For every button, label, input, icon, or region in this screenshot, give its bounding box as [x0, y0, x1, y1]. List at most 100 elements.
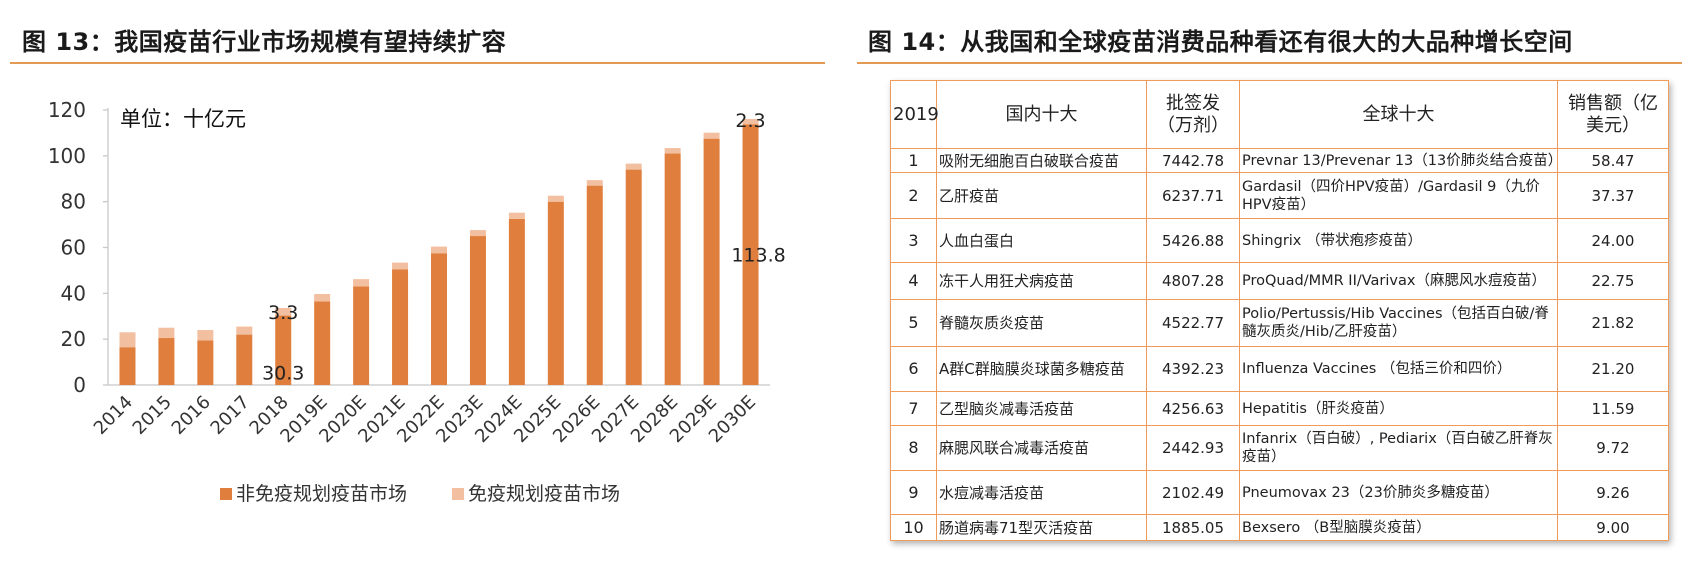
- y-tick-label: 100: [48, 144, 86, 168]
- bar-non-planned: [236, 334, 253, 385]
- x-tick-label: 2017: [207, 392, 254, 439]
- row-global-vaccine: Influenza Vaccines （包括三价和四价）: [1239, 346, 1558, 392]
- y-tick-label: 40: [61, 281, 86, 305]
- y-tick-label: 80: [61, 190, 86, 214]
- bar-non-planned: [158, 338, 175, 385]
- header-batch-release: 批签发（万剂）: [1146, 80, 1240, 149]
- bar-non-planned: [586, 185, 603, 385]
- bar-planned: [314, 294, 331, 302]
- x-tick-label: 2014: [90, 392, 137, 439]
- row-global-vaccine: ProQuad/MMR II/Varivax（麻腮风水痘疫苗）: [1239, 262, 1558, 300]
- row-sales: 9.26: [1557, 470, 1669, 515]
- bar-planned: [586, 180, 603, 186]
- x-tick-label: 2016: [168, 392, 215, 439]
- row-rank: 9: [890, 470, 937, 515]
- row-global-vaccine: Shingrix （带状疱疹疫苗）: [1239, 218, 1558, 263]
- y-tick-label: 60: [61, 236, 86, 260]
- y-tick-label: 0: [73, 373, 86, 397]
- title-divider-right: [857, 62, 1682, 64]
- legend-swatch-planned: [452, 488, 464, 500]
- y-tick-label: 20: [61, 327, 86, 351]
- unit-label: 单位：十亿元: [120, 107, 246, 131]
- data-label: 113.8: [731, 245, 785, 267]
- row-domestic-vaccine: 乙型脑炎减毒活疫苗: [936, 391, 1147, 426]
- row-rank: 10: [890, 514, 937, 541]
- bar-non-planned: [703, 138, 720, 385]
- bar-planned: [742, 118, 759, 125]
- row-sales: 37.37: [1557, 172, 1669, 219]
- bar-planned: [392, 262, 409, 270]
- table-row: 9 水痘减毒活疫苗 2102.49 Pneumovax 23（23价肺炎多糖疫苗） 9.…: [890, 470, 1669, 515]
- bar-planned: [508, 212, 525, 219]
- row-batch-release: 5426.88: [1146, 218, 1240, 263]
- row-batch-release: 6237.71: [1146, 172, 1240, 219]
- bar-non-planned: [625, 169, 642, 385]
- row-rank: 7: [890, 391, 937, 426]
- bar-planned: [197, 330, 214, 341]
- row-sales: 21.82: [1557, 299, 1669, 347]
- row-global-vaccine: Prevnar 13/Prevenar 13（13价肺炎结合疫苗）: [1239, 148, 1562, 173]
- row-domestic-vaccine: 脊髓灰质炎疫苗: [936, 299, 1147, 347]
- row-batch-release: 4522.77: [1146, 299, 1240, 347]
- bar-planned: [664, 148, 681, 154]
- legend-swatch-non-planned: [220, 488, 232, 500]
- row-global-vaccine: Gardasil（四价HPV疫苗）/Gardasil 9（九价HPV疫苗）: [1239, 172, 1558, 219]
- header-domestic-top10: 国内十大: [936, 80, 1147, 149]
- legend-label-non-planned: 非免疫规划疫苗市场: [236, 483, 407, 505]
- table-row: 1 吸附无细胞百白破联合疫苗 7442.78 Prevnar 13/Prevenar …: [890, 148, 1669, 173]
- table-row: 2 乙肝疫苗 6237.71 Gardasil（四价HPV疫苗）/Gardasil 9…: [890, 172, 1669, 219]
- bar-planned: [431, 246, 447, 254]
- title-divider-left: [10, 62, 825, 64]
- row-sales: 24.00: [1557, 218, 1669, 263]
- row-rank: 2: [890, 172, 937, 219]
- table-row: 5 脊髓灰质炎疫苗 4522.77 Polio/Pertussis/Hib Vacci…: [890, 299, 1669, 347]
- row-global-vaccine: Infanrix（百白破）, Pediarix（百白破乙肝脊灰疫苗）: [1239, 425, 1558, 471]
- row-sales: 11.59: [1557, 391, 1669, 426]
- row-rank: 8: [890, 425, 937, 471]
- bar-non-planned: [431, 253, 447, 385]
- row-global-vaccine: Polio/Pertussis/Hib Vaccines（包括百白破/脊髓灰质炎…: [1239, 299, 1558, 347]
- row-sales: 9.00: [1557, 514, 1669, 541]
- vaccine-ranking-table: 2019 国内十大 批签发（万剂） 全球十大 销售额（亿美元） 1 吸附无细胞百白…: [890, 80, 1669, 541]
- figure-13-title: 图 13：我国疫苗行业市场规模有望持续扩容: [22, 28, 507, 56]
- row-sales: 22.75: [1557, 262, 1669, 300]
- bar-non-planned: [392, 269, 409, 385]
- bar-non-planned: [742, 124, 759, 386]
- row-batch-release: 7442.78: [1146, 148, 1240, 173]
- bar-non-planned: [119, 347, 136, 385]
- row-rank: 1: [890, 148, 937, 173]
- header-global-top10: 全球十大: [1239, 80, 1558, 149]
- row-domestic-vaccine: 吸附无细胞百白破联合疫苗: [936, 148, 1147, 173]
- data-label: 2.3: [735, 110, 765, 132]
- row-domestic-vaccine: 乙肝疫苗: [936, 172, 1147, 219]
- bar-planned: [236, 326, 253, 335]
- row-batch-release: 4392.23: [1146, 346, 1240, 392]
- row-sales: 9.72: [1557, 425, 1669, 471]
- row-domestic-vaccine: A群C群脑膜炎球菌多糖疫苗: [936, 346, 1147, 392]
- table-row: 10 肠道病毒71型灭活疫苗 1885.05 Bexsero （B型脑膜炎疫苗） 9.0…: [890, 514, 1669, 541]
- bar-planned: [158, 327, 175, 339]
- figure-14-title: 图 14：从我国和全球疫苗消费品种看还有很大的大品种增长空间: [868, 28, 1573, 56]
- data-label: 3.3: [268, 302, 298, 324]
- row-batch-release: 4256.63: [1146, 391, 1240, 426]
- x-tick-label: 2015: [129, 392, 176, 439]
- table-row: 6 A群C群脑膜炎球菌多糖疫苗 4392.23 Influenza Vaccines …: [890, 346, 1669, 392]
- bar-non-planned: [314, 301, 331, 385]
- bar-planned: [547, 195, 564, 202]
- row-global-vaccine: Pneumovax 23（23价肺炎多糖疫苗）: [1239, 470, 1558, 515]
- row-domestic-vaccine: 肠道病毒71型灭活疫苗: [936, 514, 1147, 541]
- bar-non-planned: [275, 315, 292, 385]
- row-batch-release: 1885.05: [1146, 514, 1240, 541]
- row-sales: 21.20: [1557, 346, 1669, 392]
- bar-planned: [275, 308, 292, 316]
- table-row: 7 乙型脑炎减毒活疫苗 4256.63 Hepatitis（肝炎疫苗） 11.59: [890, 391, 1669, 426]
- bar-non-planned: [469, 236, 486, 385]
- row-batch-release: 2442.93: [1146, 425, 1240, 471]
- row-domestic-vaccine: 水痘减毒活疫苗: [936, 470, 1147, 515]
- bar-non-planned: [353, 286, 370, 385]
- bar-non-planned: [508, 218, 525, 385]
- bar-planned: [119, 332, 136, 348]
- row-batch-release: 2102.49: [1146, 470, 1240, 515]
- header-sales: 销售额（亿美元）: [1557, 80, 1669, 149]
